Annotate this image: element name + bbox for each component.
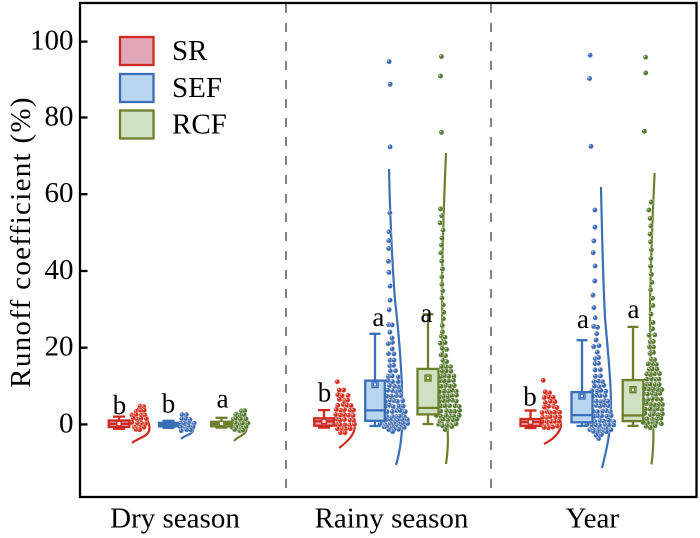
svg-text:0: 0 [59, 407, 74, 439]
svg-text:Runoff coefficient (%): Runoff coefficient (%) [5, 96, 37, 388]
svg-text:b: b [318, 378, 332, 408]
svg-text:40: 40 [45, 254, 74, 286]
svg-text:a: a [628, 294, 640, 324]
svg-text:a: a [577, 304, 589, 334]
svg-text:a: a [217, 384, 229, 414]
svg-text:80: 80 [45, 101, 74, 133]
svg-text:20: 20 [45, 331, 74, 363]
svg-text:Dry season: Dry season [110, 502, 240, 534]
svg-text:60: 60 [45, 177, 74, 209]
svg-text:RCF: RCF [172, 109, 227, 141]
svg-text:SR: SR [172, 35, 208, 67]
svg-text:a: a [421, 298, 433, 328]
svg-text:b: b [113, 390, 127, 420]
svg-text:Rainy season: Rainy season [315, 502, 469, 534]
svg-text:SEF: SEF [172, 72, 222, 104]
svg-text:100: 100 [30, 25, 74, 57]
svg-text:Year: Year [566, 502, 620, 534]
svg-text:b: b [523, 382, 537, 412]
svg-text:b: b [162, 389, 176, 419]
svg-text:a: a [372, 302, 384, 332]
